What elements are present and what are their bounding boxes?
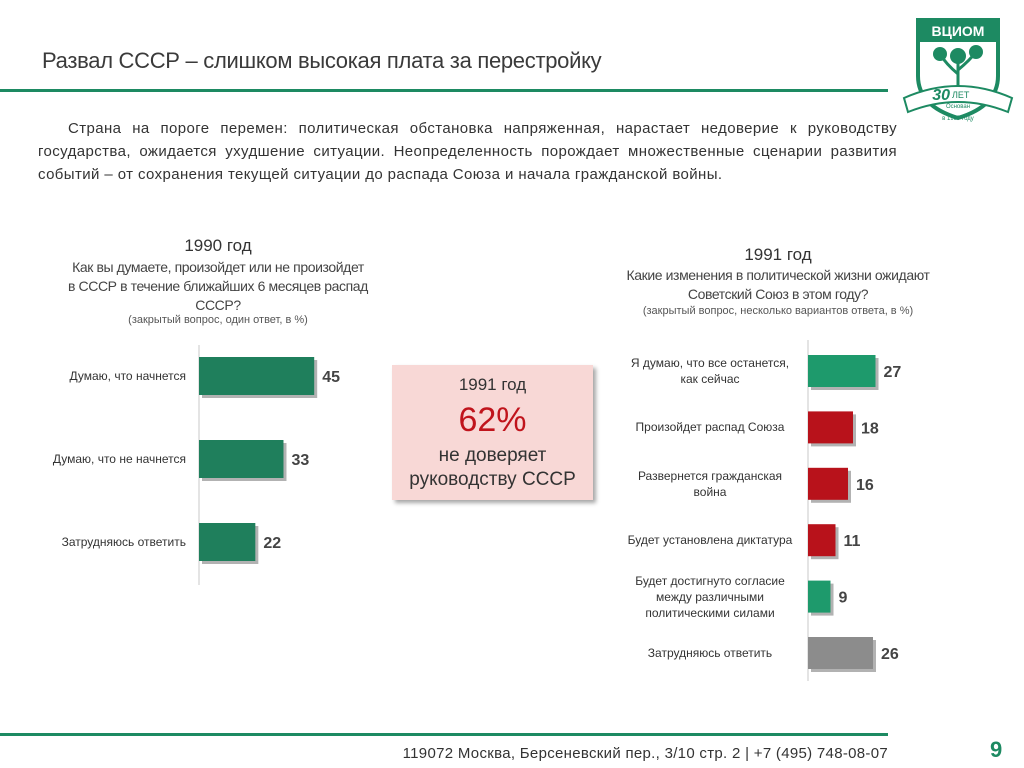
category-label: Будет достигнуто согласие между различны… (635, 573, 785, 620)
value-label: 26 (881, 646, 899, 663)
value-label: 33 (291, 452, 309, 469)
chart-note: (закрытый вопрос, один ответ, в %) (128, 314, 308, 326)
category-label: Затрудняюсь ответить (61, 535, 186, 549)
logo-ribbon (902, 85, 1014, 114)
header-rule (0, 89, 888, 92)
page-number: 9 (990, 737, 1003, 762)
chart-title: 1991 год (744, 245, 812, 264)
category-label: Думаю, что начнется (69, 369, 186, 383)
callout-year: 1991 год (458, 375, 527, 394)
bar (808, 637, 873, 669)
footer-rule (0, 733, 888, 736)
value-label: 11 (844, 533, 861, 550)
logo-years-word: ЛЕТ (952, 90, 970, 100)
value-label: 45 (322, 369, 340, 386)
logo-years: 30 (932, 87, 950, 104)
category-label: Будет установлена диктатура (627, 533, 793, 548)
logo-since: в 1987 году (942, 116, 974, 122)
bar (199, 523, 256, 561)
logo-text: ВЦИОМ (932, 23, 985, 39)
chart-title: 1990 год (184, 236, 252, 255)
bar (199, 440, 284, 478)
callout-value: 62% (458, 401, 527, 439)
value-label: 16 (856, 477, 874, 494)
bar (808, 524, 836, 557)
logo-founded: Основан (946, 104, 970, 110)
value-label: 22 (263, 535, 281, 552)
logo-leaf (933, 47, 947, 61)
bar (808, 355, 876, 387)
category-label: Затрудняюсь ответить (647, 646, 773, 660)
bar (808, 411, 853, 444)
category-label: Думаю, что не начнется (52, 452, 186, 466)
category-label: Я думаю, что все останется, как сейчас (630, 356, 790, 386)
bar (808, 467, 848, 500)
value-label: 18 (861, 420, 879, 437)
slide-title: Развал СССР – слишком высокая плата за п… (42, 48, 602, 73)
bar (199, 357, 315, 395)
logo-band (918, 20, 998, 42)
value-label: 9 (839, 590, 848, 607)
chart-subtitle: Как вы думаете, произойдет или не произо… (68, 259, 368, 313)
logo-leaf (950, 48, 966, 64)
logo: ВЦИОМ 30 ЛЕТ Основан в 1987 году (902, 18, 1014, 122)
logo-leaf (969, 45, 983, 59)
callout-text: не доверяет руководству СССР (409, 445, 576, 490)
chart-subtitle: Какие изменения в политической жизни ожи… (626, 267, 930, 302)
category-label: Развернется гражданская война (637, 468, 783, 499)
intro-paragraph: Страна на пороге перемен: политическая о… (38, 120, 897, 183)
value-label: 27 (884, 364, 902, 381)
category-label: Произойдет распад Союза (635, 420, 785, 435)
bar (808, 580, 831, 613)
chart-note: (закрытый вопрос, несколько вариантов от… (642, 305, 914, 317)
logo-shield (916, 18, 1000, 121)
footer-address: 119072 Москва, Берсеневский пер., 3/10 с… (402, 745, 888, 762)
callout: 1991 год 62% не доверяет руководству ССС… (392, 365, 593, 500)
